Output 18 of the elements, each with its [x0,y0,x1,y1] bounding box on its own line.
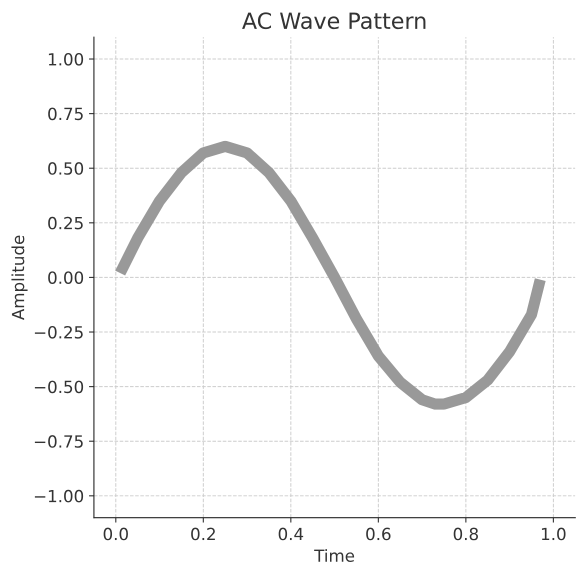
y-tick-label: −0.75 [34,435,83,448]
y-axis-title: Amplitude [11,236,28,320]
x-tick-label: 0.8 [454,528,478,540]
y-tick-label: 0.75 [48,108,83,120]
x-tick-label: 0.0 [104,528,128,540]
x-tick-label: 0.2 [191,528,215,540]
x-tick-label: 1.0 [542,528,566,540]
x-axis-title: Time [314,549,354,562]
y-tick-label: −0.25 [34,326,83,339]
y-tick-label: −1.00 [34,490,84,502]
y-tick-label: −0.50 [34,380,84,394]
x-tick-label: 0.4 [278,528,304,540]
x-tick-label: 0.6 [366,528,391,540]
y-tick-label: 0.25 [48,216,83,230]
y-tick-label: 0.50 [48,162,84,175]
y-tick-label: 1.00 [48,52,84,66]
chart-title: AC Wave Pattern [242,12,426,30]
y-tick-label: 0.00 [48,271,84,284]
